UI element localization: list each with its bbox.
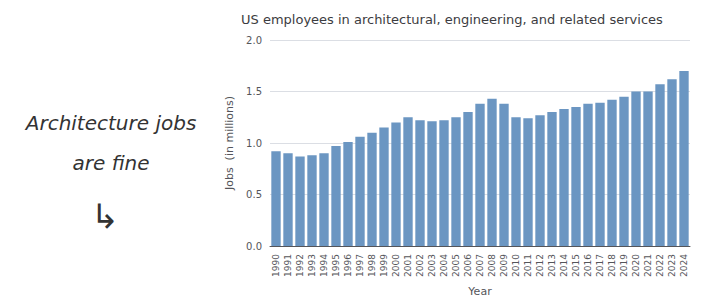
svg-text:1992: 1992 [295,254,305,277]
svg-text:2021: 2021 [643,254,653,277]
svg-text:1991: 1991 [283,254,293,277]
svg-text:1994: 1994 [319,254,329,277]
svg-text:2017: 2017 [595,254,605,277]
svg-text:2000: 2000 [391,254,401,277]
svg-text:Architecture jobs: Architecture jobs [24,111,197,135]
svg-text:1996: 1996 [343,254,353,277]
svg-text:2006: 2006 [463,254,473,277]
svg-text:0.0: 0.0 [246,241,262,252]
svg-text:1998: 1998 [367,254,377,277]
svg-text:2001: 2001 [403,254,413,277]
svg-text:2013: 2013 [547,254,557,277]
svg-text:1990: 1990 [271,254,281,277]
svg-text:↳: ↳ [91,196,120,236]
svg-text:2.0: 2.0 [246,35,262,46]
svg-text:2005: 2005 [451,254,461,277]
svg-text:2007: 2007 [475,254,485,277]
svg-text:1.5: 1.5 [246,86,262,97]
svg-text:2015: 2015 [571,254,581,277]
svg-text:2016: 2016 [583,254,593,277]
svg-text:2003: 2003 [427,254,437,277]
svg-text:2020: 2020 [631,254,641,277]
svg-text:Year: Year [467,285,492,298]
svg-text:2023: 2023 [667,254,677,277]
svg-text:2011: 2011 [523,254,533,277]
svg-text:1995: 1995 [331,254,341,277]
svg-text:are fine: are fine [73,151,150,175]
svg-text:2024: 2024 [679,254,689,277]
svg-text:2019: 2019 [619,254,629,277]
svg-text:2008: 2008 [487,254,497,277]
svg-text:2010: 2010 [511,254,521,277]
svg-text:1999: 1999 [379,254,389,277]
svg-text:2022: 2022 [655,254,665,277]
svg-text:2018: 2018 [607,254,617,277]
svg-text:1997: 1997 [355,254,365,277]
svg-text:2002: 2002 [415,254,425,277]
svg-text:1.0: 1.0 [246,138,262,149]
svg-text:2009: 2009 [499,254,509,277]
svg-text:US employees in architectural,: US employees in architectural, engineeri… [241,12,663,27]
svg-text:1993: 1993 [307,254,317,277]
svg-text:2004: 2004 [439,254,449,277]
svg-text:Jobs (in millions): Jobs (in millions) [223,96,236,191]
svg-text:0.5: 0.5 [246,189,262,200]
svg-text:2012: 2012 [535,254,545,277]
svg-text:2014: 2014 [559,254,569,277]
